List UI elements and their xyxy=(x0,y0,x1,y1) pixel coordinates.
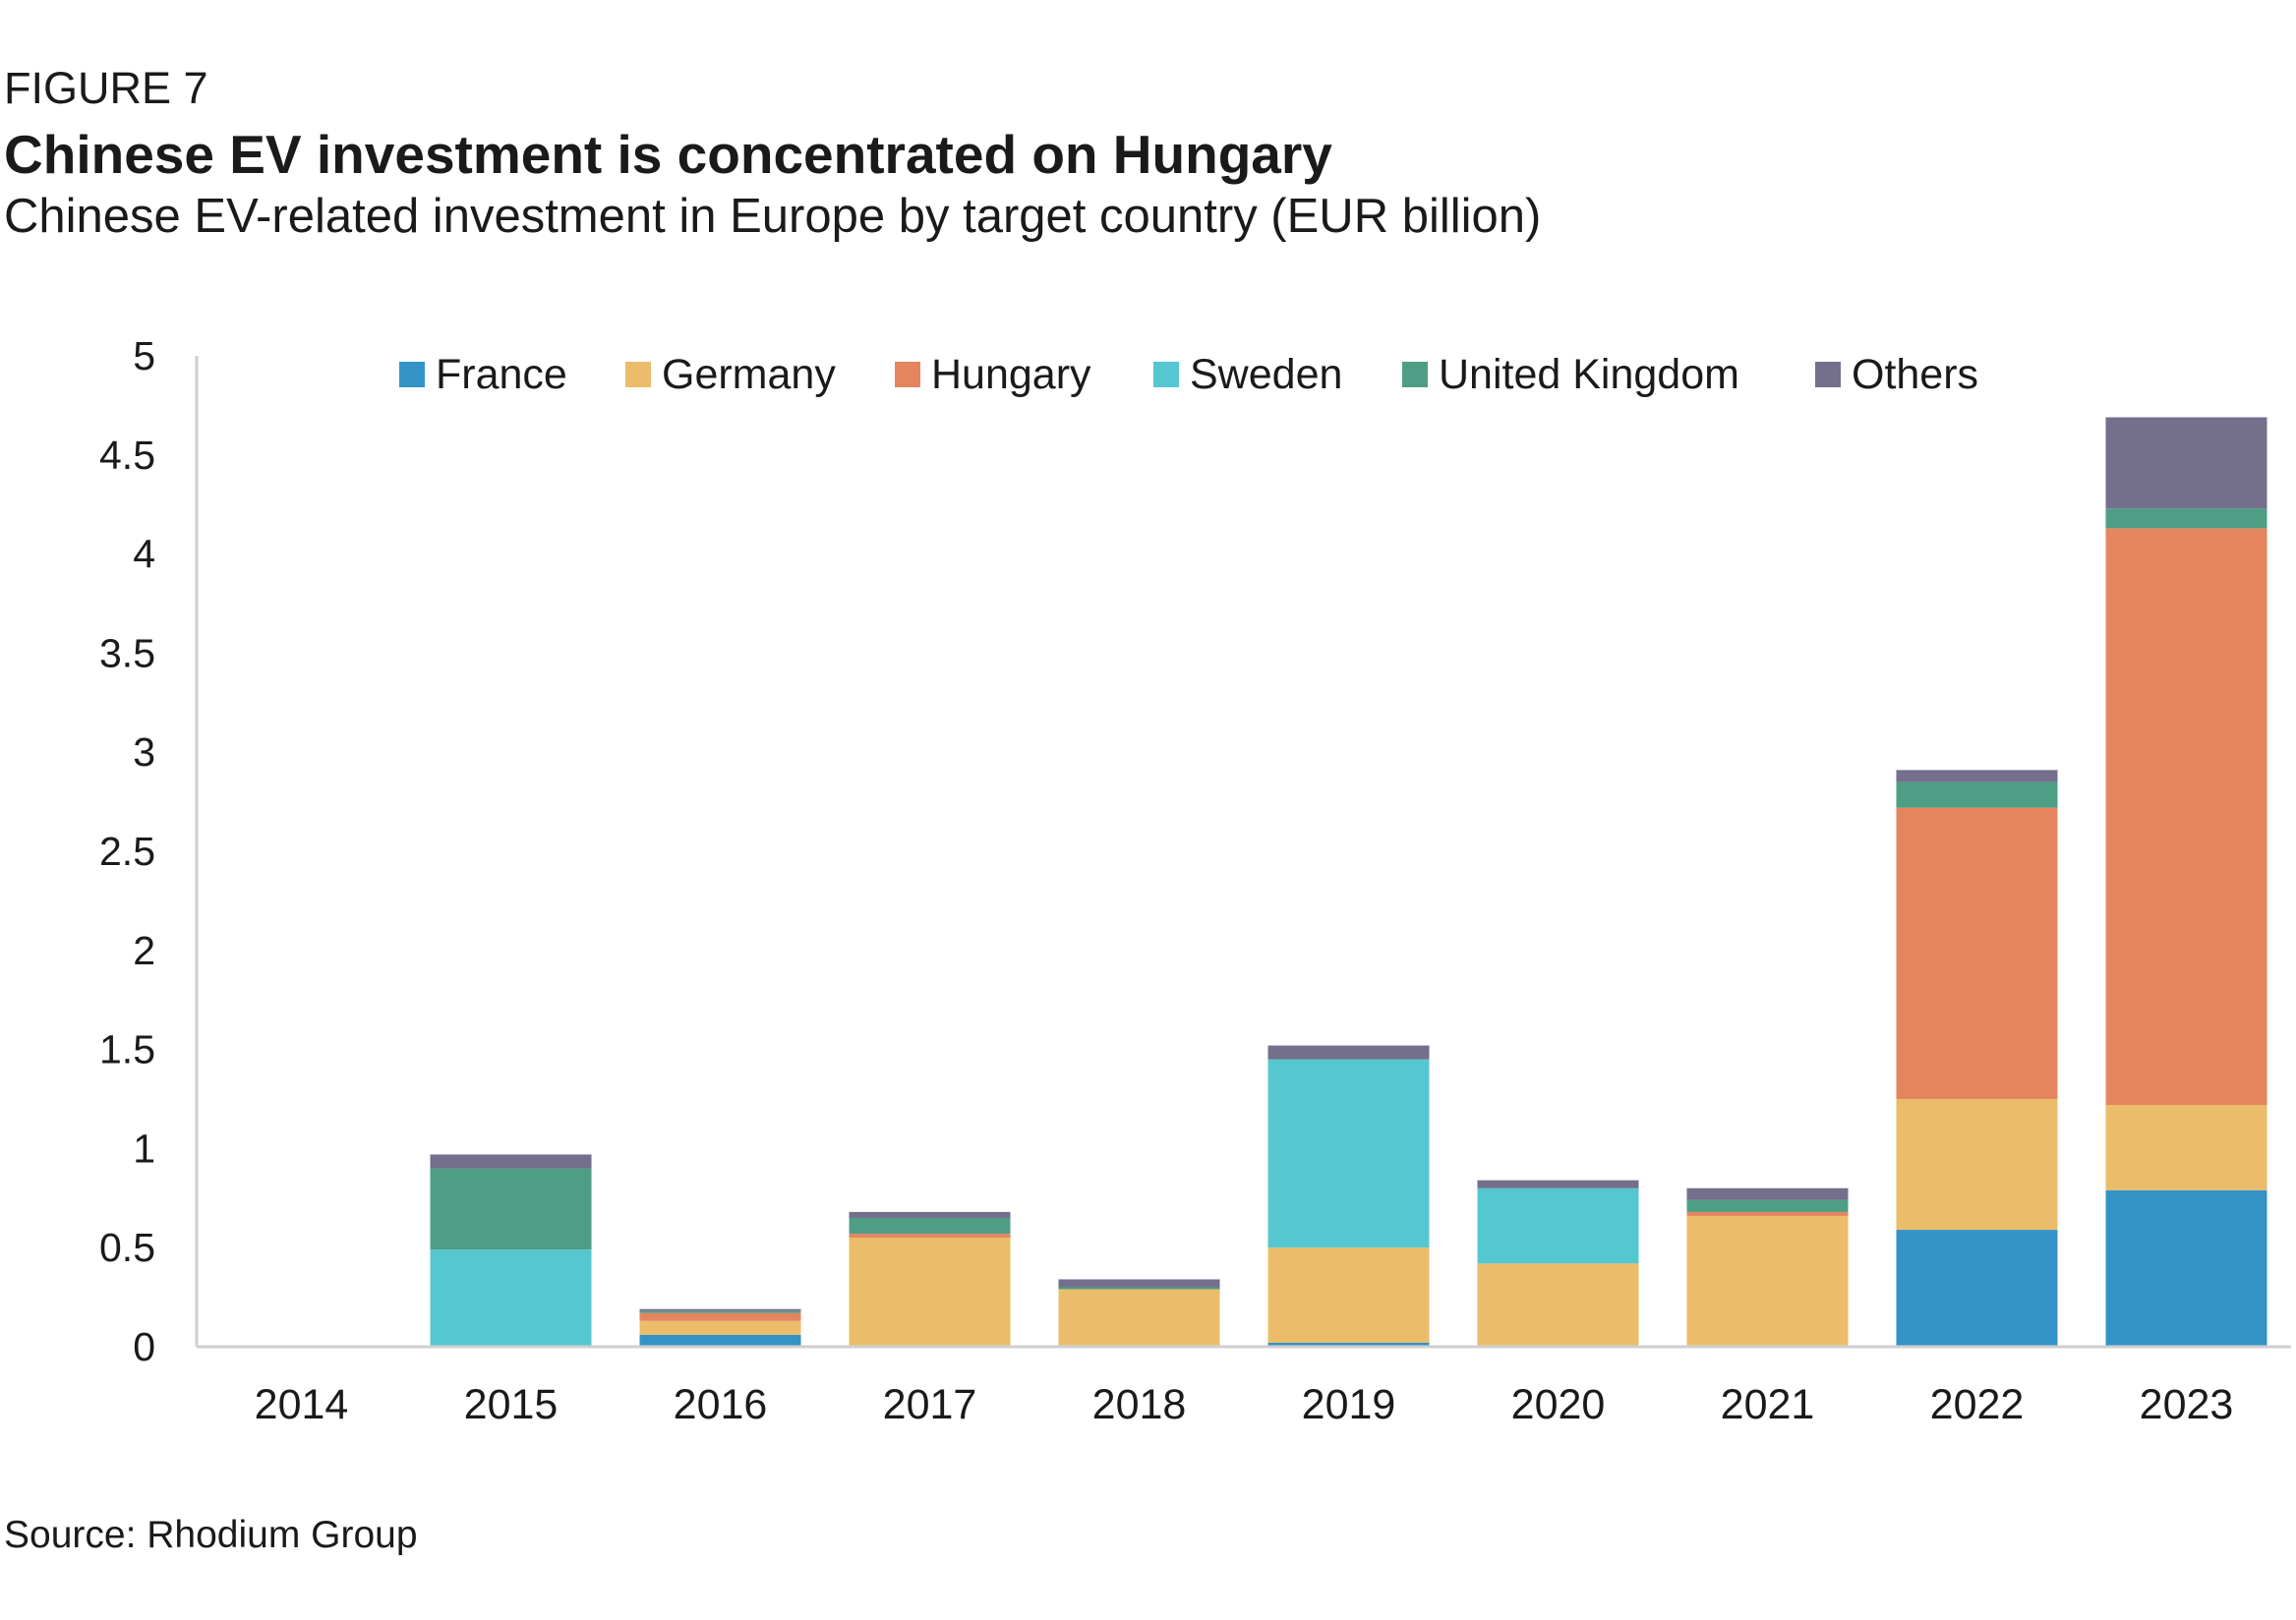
bar-segment xyxy=(849,1217,1011,1235)
legend-label: Others xyxy=(1852,351,1978,398)
x-tick-label: 2015 xyxy=(464,1381,559,1428)
bar-segment xyxy=(1896,770,2058,782)
y-tick-label: 0 xyxy=(133,1324,155,1369)
bar-segment xyxy=(1896,781,2058,808)
bar-segment xyxy=(1686,1199,1849,1212)
bar-segment xyxy=(1058,1289,1220,1347)
legend-swatch xyxy=(1153,362,1179,387)
bar-segment xyxy=(1267,1059,1430,1248)
x-tick-label: 2016 xyxy=(674,1381,768,1428)
x-axis: 2014 2015 2016 2017 2018 2019 2020 2021 2022 2023 xyxy=(197,1345,2291,1428)
legend-item: United Kingdom xyxy=(1402,351,1739,398)
bar-segment xyxy=(1896,1230,2058,1347)
bar-segment xyxy=(1896,1099,2058,1231)
legend-label: France xyxy=(436,351,567,398)
bar-segment xyxy=(1477,1180,1639,1188)
chart-subtitle: Chinese EV-related investment in Europe … xyxy=(4,190,1542,243)
legend-label: United Kingdom xyxy=(1439,351,1739,398)
bar-segment xyxy=(1267,1247,1430,1343)
legend-item: Sweden xyxy=(1153,351,1342,398)
bar-segment xyxy=(1477,1263,1639,1347)
legend-item: Germany xyxy=(625,351,836,398)
bar-segment xyxy=(1058,1287,1220,1290)
bars xyxy=(430,417,2267,1347)
legend-item: Hungary xyxy=(895,351,1091,398)
bar-segment xyxy=(639,1334,801,1347)
x-tick-label: 2019 xyxy=(1302,1381,1396,1428)
y-tick-label: 2.5 xyxy=(99,829,155,874)
bar-segment xyxy=(1686,1187,1849,1200)
y-tick-label: 3 xyxy=(133,729,155,775)
y-tick-label: 2 xyxy=(133,928,155,973)
y-tick-label: 1 xyxy=(133,1126,155,1171)
y-axis: 0 0.5 1 1.5 2 2.5 3 3.5 4 4.5 5 xyxy=(99,333,199,1369)
x-tick-label: 2023 xyxy=(2140,1381,2234,1428)
bar-segment xyxy=(1058,1279,1220,1288)
y-tick-label: 4.5 xyxy=(99,433,155,478)
legend-swatch xyxy=(399,362,425,387)
legend-label: Sweden xyxy=(1190,351,1342,398)
bar-segment xyxy=(2105,508,2267,529)
legend-swatch xyxy=(895,362,920,387)
bar-segment xyxy=(430,1154,592,1169)
bar-segment xyxy=(2105,528,2267,1106)
legend-label: Germany xyxy=(662,351,836,398)
x-tick-label: 2021 xyxy=(1721,1381,1815,1428)
chart-title: Chinese EV investment is concentrated on… xyxy=(4,124,1332,185)
source-note: Source: Rhodium Group xyxy=(4,1514,418,1556)
bar-segment xyxy=(639,1310,801,1313)
bar-segment xyxy=(849,1234,1011,1239)
bar-segment xyxy=(639,1308,801,1311)
legend-item: France xyxy=(399,351,567,398)
x-tick-label: 2018 xyxy=(1092,1381,1187,1428)
legend-swatch xyxy=(1402,362,1428,387)
x-tick-label: 2022 xyxy=(1930,1381,2025,1428)
y-tick-label: 4 xyxy=(133,532,155,577)
legend: France Germany Hungary Sweden United Kingdom… xyxy=(399,351,1978,398)
bar-segment xyxy=(430,1249,592,1347)
x-tick-label: 2020 xyxy=(1511,1381,1606,1428)
bar-segment xyxy=(1686,1215,1849,1347)
bar-segment xyxy=(430,1168,592,1250)
figure-label: FIGURE 7 xyxy=(4,63,208,113)
bar-segment xyxy=(2105,417,2267,509)
y-tick-label: 1.5 xyxy=(99,1027,155,1072)
x-tick-label: 2014 xyxy=(255,1381,349,1428)
legend-item: Others xyxy=(1815,351,1978,398)
legend-swatch xyxy=(625,362,651,387)
bar-segment xyxy=(1686,1211,1849,1216)
y-tick-label: 5 xyxy=(133,333,155,378)
legend-label: Hungary xyxy=(931,351,1091,398)
bar-segment xyxy=(2105,1189,2267,1347)
x-tick-label: 2017 xyxy=(883,1381,977,1428)
bar-segment xyxy=(849,1238,1011,1347)
bar-segment xyxy=(1896,807,2058,1099)
bar-segment xyxy=(639,1312,801,1321)
bar-segment xyxy=(639,1320,801,1335)
bar-segment xyxy=(849,1211,1011,1218)
bar-segment xyxy=(2105,1105,2267,1190)
bar-segment xyxy=(1267,1342,1430,1347)
bar-segment xyxy=(1477,1187,1639,1264)
y-tick-label: 0.5 xyxy=(99,1225,155,1270)
bar-segment xyxy=(1267,1045,1430,1060)
legend-swatch xyxy=(1815,362,1841,387)
y-tick-label: 3.5 xyxy=(99,630,155,675)
